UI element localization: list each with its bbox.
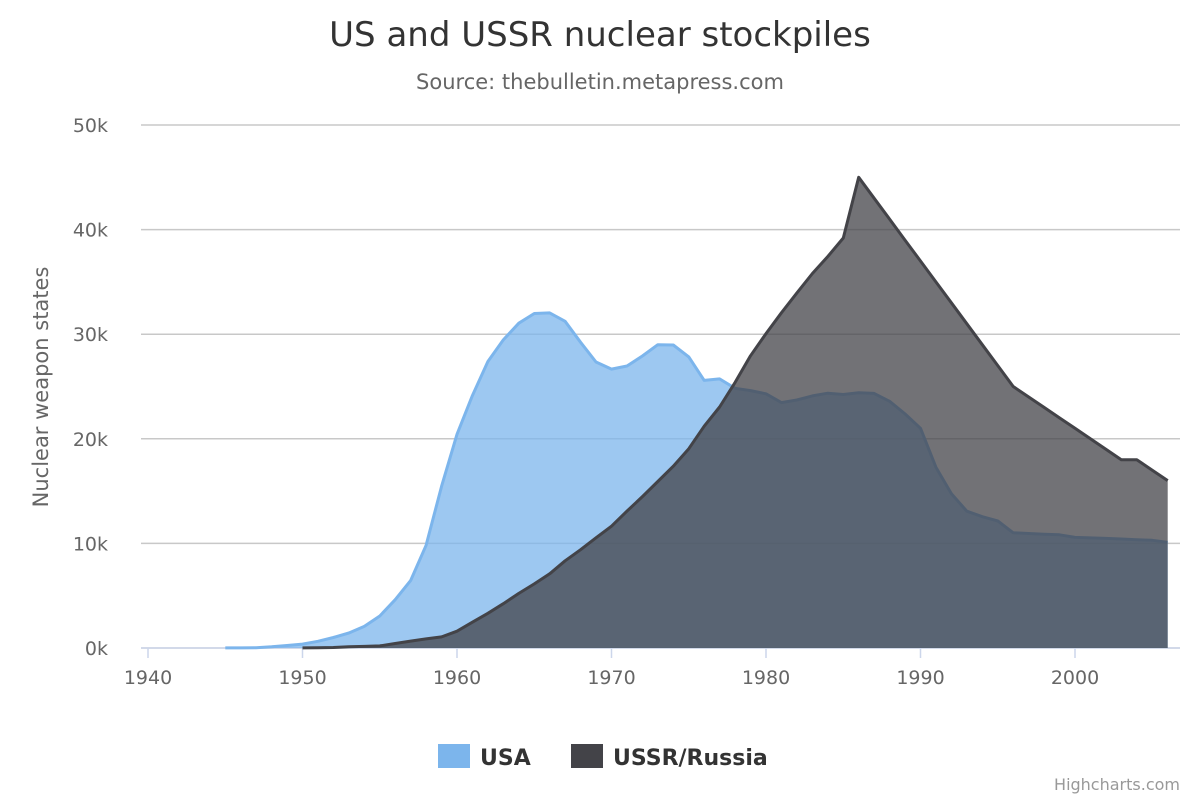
legend-swatch-usa <box>438 744 470 768</box>
y-tick-label: 40k <box>73 220 108 242</box>
legend-swatch-ussr <box>571 744 603 768</box>
x-tick-label: 1980 <box>742 667 790 689</box>
x-tick-label: 1950 <box>278 667 326 689</box>
y-tick-label: 10k <box>73 533 108 555</box>
x-tick-label: 2000 <box>1051 667 1099 689</box>
legend-item-usa[interactable]: USA <box>438 744 531 771</box>
y-tick-label: 20k <box>73 429 108 451</box>
x-tick-label: 1940 <box>124 667 172 689</box>
y-tick-label: 50k <box>73 115 108 137</box>
legend-label-usa: USA <box>480 746 531 771</box>
legend: USA USSR/Russia <box>438 744 768 771</box>
y-tick-label: 0k <box>85 638 108 660</box>
x-tick-label: 1990 <box>896 667 944 689</box>
legend-item-ussr[interactable]: USSR/Russia <box>571 744 768 771</box>
x-tick-label: 1970 <box>587 667 635 689</box>
x-axis-ticks: 1940 1950 1960 1970 1980 1990 2000 <box>124 647 1180 689</box>
y-tick-label: 30k <box>73 324 108 346</box>
area-fill-ussr <box>302 177 1168 649</box>
chart-title: US and USSR nuclear stockpiles <box>329 15 871 55</box>
series-line-ussr[interactable] <box>302 175 1169 650</box>
credits-link[interactable]: Highcharts.com <box>1054 775 1180 794</box>
chart-subtitle: Source: thebulletin.metapress.com <box>416 70 784 94</box>
x-tick-label: 1960 <box>433 667 481 689</box>
legend-label-ussr: USSR/Russia <box>613 746 768 771</box>
series-group <box>225 175 1169 650</box>
y-axis-ticks: 0k 10k 20k 30k 40k 50k <box>73 115 108 660</box>
y-axis-label: Nuclear weapon states <box>29 267 53 508</box>
